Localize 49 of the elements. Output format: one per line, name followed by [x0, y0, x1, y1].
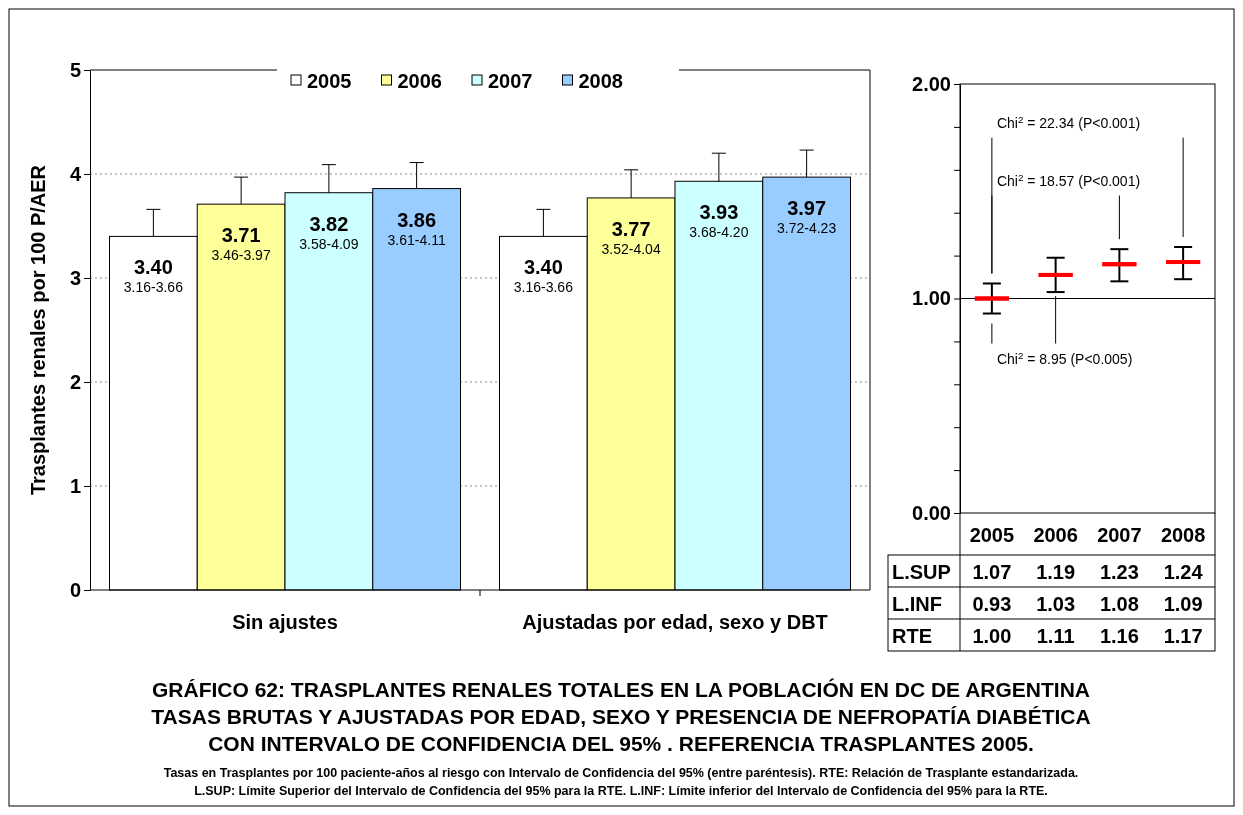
legend-label: 2006 [397, 70, 442, 92]
x-tick-label: 2005 [969, 524, 1015, 546]
y-tick-label: 2.00 [912, 72, 951, 95]
x-tick-label: 2007 [1097, 524, 1142, 546]
data-label: 3.77 3.52-4.04 [601, 217, 661, 257]
annotation: Chi$^{2}$ = 22.34 (P<0.001) [996, 113, 1141, 131]
text: 0.93 [972, 593, 1012, 615]
text: GRÁFICO 62: TRASPLANTES RENALES TOTALES EN LA POBLACIÓN EN DC DE ARGENTINA TASAS BRUTAS Y AJUSTADAS POR EDAD, SEXO Y PRESENCIA DE NEFROPATÍA DIABÉTICA CON INTERVALO DE CONFIDENCIA DEL 95% . REFERENCIA TRASPLANTES 2005. [151, 678, 1091, 755]
y-tick-label: 0.00 [912, 501, 951, 524]
data-label: 3.97 3.72-4.23 [777, 197, 837, 237]
x-tick-label: 2008 [1160, 524, 1206, 546]
y-tick-label: 4 [69, 162, 82, 185]
text: 1.16 [1099, 625, 1139, 647]
y-tick-label: 2 [69, 370, 81, 393]
y-tick-label: 0 [69, 578, 81, 601]
annotation: Chi$^{2}$ = 8.95 (P<0.005) [996, 349, 1133, 367]
text: 1.23 [1099, 561, 1139, 583]
text: L.SUP [892, 561, 951, 583]
y-tick-label: 3 [69, 266, 81, 289]
text: 1.09 [1163, 593, 1203, 615]
data-label: 3.71 3.46-3.97 [211, 224, 271, 264]
legend-label: 2007 [488, 70, 533, 92]
text: 1.19 [1036, 561, 1076, 583]
text: 1.07 [972, 561, 1012, 583]
text: 1.17 [1163, 625, 1203, 647]
data-label: 3.86 3.61-4.11 [387, 208, 446, 248]
x-tick-label: 2006 [1033, 524, 1078, 546]
text: L.INF [892, 593, 942, 615]
legend-label: 2005 [307, 70, 352, 92]
text: RTE [892, 625, 932, 647]
y-axis-title: Trasplantes renales por 100 P/AER [27, 164, 49, 496]
text: 1.08 [1099, 593, 1139, 615]
text: Tasas en Trasplantes por 100 paciente-años al riesgo con Intervalo de Confidencia del 95% (entre paréntesis). RTE: Relación de Trasplante estandarizada. [163, 766, 1079, 780]
data-label: 3.40 3.16-3.66 [123, 256, 184, 296]
x-tick-label: Sin ajustes [232, 611, 338, 634]
y-tick-label: 1 [69, 474, 81, 497]
text: L.SUP: Límite Superior del Intervalo de Confidencia del 95% para la RTE. L.INF: Límite inferior del Intervalo de Confidencia del 95% para la RTE. [194, 784, 1048, 798]
text: 1.03 [1036, 593, 1076, 615]
x-tick-label: Ajustadas por edad, sexo y DBT [522, 611, 828, 634]
text: 1.11 [1036, 625, 1075, 647]
text: 1.24 [1163, 561, 1204, 583]
data-label: 3.93 3.68-4.20 [689, 201, 749, 241]
annotation: Chi$^{2}$ = 18.57 (P<0.001) [996, 171, 1141, 189]
y-tick-label: 5 [69, 58, 81, 81]
data-label: 3.82 3.58-4.09 [299, 212, 359, 252]
y-tick-label: 1.00 [912, 287, 951, 310]
legend-label: 2008 [578, 70, 623, 92]
text: 1.00 [972, 625, 1012, 647]
data-label: 3.40 3.16-3.66 [513, 256, 574, 296]
